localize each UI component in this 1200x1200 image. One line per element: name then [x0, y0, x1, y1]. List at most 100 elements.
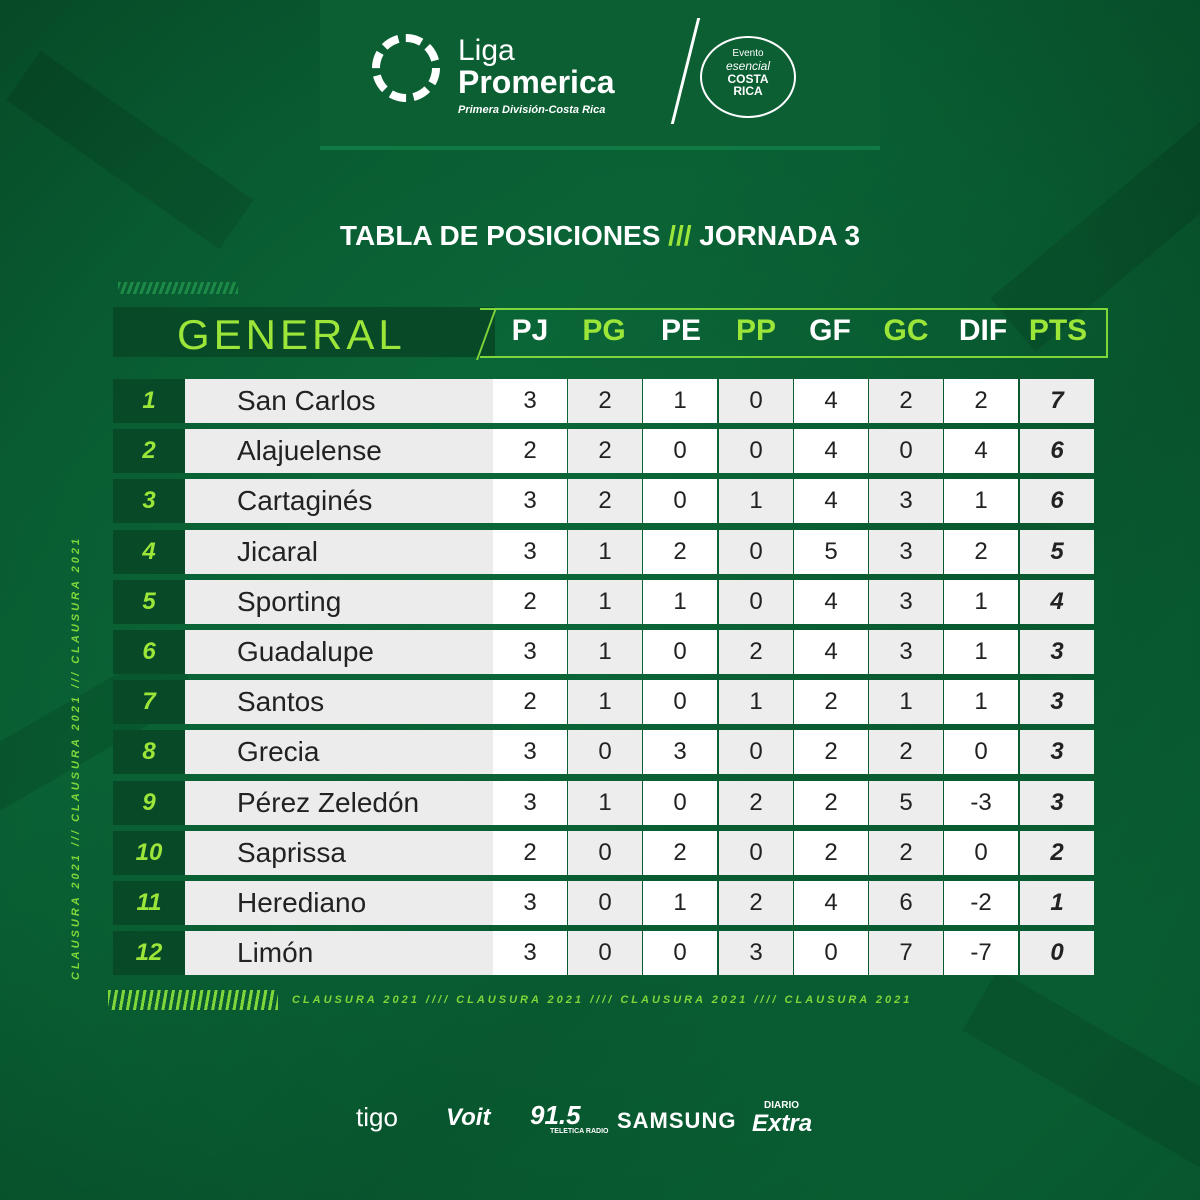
title-right: JORNADA 3: [699, 220, 861, 251]
stat-cell-gf: 4: [794, 379, 868, 423]
stat-cell-gc: 3: [869, 530, 943, 574]
table-row: 7 Santos 2 1 0 1 2 1 1 3: [113, 680, 1105, 724]
tigo-logo: tigo: [356, 1102, 398, 1132]
bottom-season-text: CLAUSURA 2021 //// CLAUSURA 2021 //// CL…: [292, 994, 913, 1006]
stat-cell-pe: 1: [643, 881, 717, 925]
stat-cell-pe: 2: [643, 831, 717, 875]
stat-cell-pts: 6: [1020, 479, 1094, 523]
badge-line1: Evento: [732, 48, 764, 59]
stat-cell-pj: 2: [493, 831, 567, 875]
stat-cell-pj: 2: [493, 680, 567, 724]
stat-cell-pts: 3: [1020, 730, 1094, 774]
stat-cell-pts: 3: [1020, 680, 1094, 724]
rank-cell: 4: [113, 530, 185, 574]
stat-cell-gf: 0: [794, 931, 868, 975]
team-name-cell: Jicaral: [185, 530, 493, 574]
stat-cell-pe: 3: [643, 730, 717, 774]
stat-cell-gf: 2: [794, 730, 868, 774]
stat-cell-gf: 4: [794, 429, 868, 473]
stat-cell-gf: 2: [794, 680, 868, 724]
table-row: 8 Grecia 3 0 3 0 2 2 0 3: [113, 730, 1105, 774]
stat-cell-pts: 1: [1020, 881, 1094, 925]
stat-cell-pj: 3: [493, 530, 567, 574]
stat-cell-pe: 1: [643, 580, 717, 624]
brand-line2: Promerica: [458, 64, 615, 100]
decorative-hatch: [118, 282, 238, 294]
stat-cell-pj: 3: [493, 781, 567, 825]
team-name-cell: Herediano: [185, 881, 493, 925]
rank-cell: 6: [113, 630, 185, 674]
rank-cell: 11: [113, 881, 185, 925]
stat-cell-pts: 2: [1020, 831, 1094, 875]
radio-sub-logo: TELETICA RADIO: [550, 1128, 609, 1135]
stat-cell-dif: 1: [944, 479, 1018, 523]
stat-cell-pe: 2: [643, 530, 717, 574]
stat-cell-gf: 2: [794, 781, 868, 825]
stat-cell-gc: 7: [869, 931, 943, 975]
stat-cell-pe: 0: [643, 781, 717, 825]
stat-cell-pts: 5: [1020, 530, 1094, 574]
stat-cell-pts: 3: [1020, 630, 1094, 674]
stat-cell-pp: 2: [719, 881, 793, 925]
esencial-badge: Evento esencial COSTA RICA: [700, 36, 796, 118]
stat-cell-pg: 1: [568, 530, 642, 574]
column-header: PE: [660, 314, 702, 347]
column-header: PG: [582, 314, 626, 347]
rank-cell: 10: [113, 831, 185, 875]
stat-cell-gf: 4: [794, 630, 868, 674]
stat-cell-pe: 0: [643, 931, 717, 975]
rank-cell: 7: [113, 680, 185, 724]
stat-cell-pj: 3: [493, 881, 567, 925]
stat-cell-pp: 0: [719, 530, 793, 574]
sponsor-strip: tigo Voit 91.5 TELETICA RADIO SAMSUNG DI…: [0, 1100, 1200, 1140]
stat-cell-gc: 6: [869, 881, 943, 925]
team-name-cell: Grecia: [185, 730, 493, 774]
stat-cell-pg: 1: [568, 680, 642, 724]
stat-cell-gc: 3: [869, 479, 943, 523]
rank-cell: 12: [113, 931, 185, 975]
rank-cell: 2: [113, 429, 185, 473]
stat-cell-dif: -3: [944, 781, 1018, 825]
stat-cell-dif: 4: [944, 429, 1018, 473]
stat-cell-gc: 3: [869, 580, 943, 624]
rank-cell: 8: [113, 730, 185, 774]
badge-line4: RICA: [733, 84, 763, 98]
stat-cell-gc: 0: [869, 429, 943, 473]
stat-cell-pe: 0: [643, 479, 717, 523]
stat-cell-pg: 2: [568, 379, 642, 423]
stat-cell-pg: 2: [568, 429, 642, 473]
team-name-cell: Sporting: [185, 580, 493, 624]
table-row: 4 Jicaral 3 1 2 0 5 3 2 5: [113, 530, 1105, 574]
stat-cell-pg: 0: [568, 730, 642, 774]
stat-cell-gf: 4: [794, 580, 868, 624]
table-row: 5 Sporting 2 1 1 0 4 3 1 4: [113, 580, 1105, 624]
stat-cell-pe: 1: [643, 379, 717, 423]
rank-cell: 3: [113, 479, 185, 523]
stat-cell-pp: 2: [719, 630, 793, 674]
stat-cell-pts: 3: [1020, 781, 1094, 825]
stat-cell-pg: 2: [568, 479, 642, 523]
stat-cell-pp: 2: [719, 781, 793, 825]
column-header: GC: [883, 314, 929, 347]
radio-logo: 91.5: [530, 1100, 581, 1130]
side-season-text: CLAUSURA 2021 /// CLAUSURA 2021 /// CLAU…: [70, 535, 82, 980]
stat-cell-pe: 0: [643, 680, 717, 724]
brand-line1: Liga: [458, 34, 515, 67]
team-name-cell: Limón: [185, 931, 493, 975]
stat-cell-gc: 2: [869, 379, 943, 423]
section-label-panel: GENERAL: [113, 307, 495, 358]
badge-line3: COSTA: [727, 72, 769, 86]
stat-cell-pj: 2: [493, 429, 567, 473]
stat-cell-pp: 3: [719, 931, 793, 975]
table-row: 9 Pérez Zeledón 3 1 0 2 2 5 -3 3: [113, 781, 1105, 825]
diario-logo: DIARIO: [764, 1100, 799, 1111]
team-name-cell: Saprissa: [185, 831, 493, 875]
team-name-cell: Alajuelense: [185, 429, 493, 473]
rank-cell: 9: [113, 781, 185, 825]
table-row: 6 Guadalupe 3 1 0 2 4 3 1 3: [113, 630, 1105, 674]
stat-cell-pg: 0: [568, 831, 642, 875]
table-row: 10 Saprissa 2 0 2 0 2 2 0 2: [113, 831, 1105, 875]
table-row: 11 Herediano 3 0 1 2 4 6 -2 1: [113, 881, 1105, 925]
samsung-logo: SAMSUNG: [617, 1108, 737, 1133]
team-name-cell: Pérez Zeledón: [185, 781, 493, 825]
